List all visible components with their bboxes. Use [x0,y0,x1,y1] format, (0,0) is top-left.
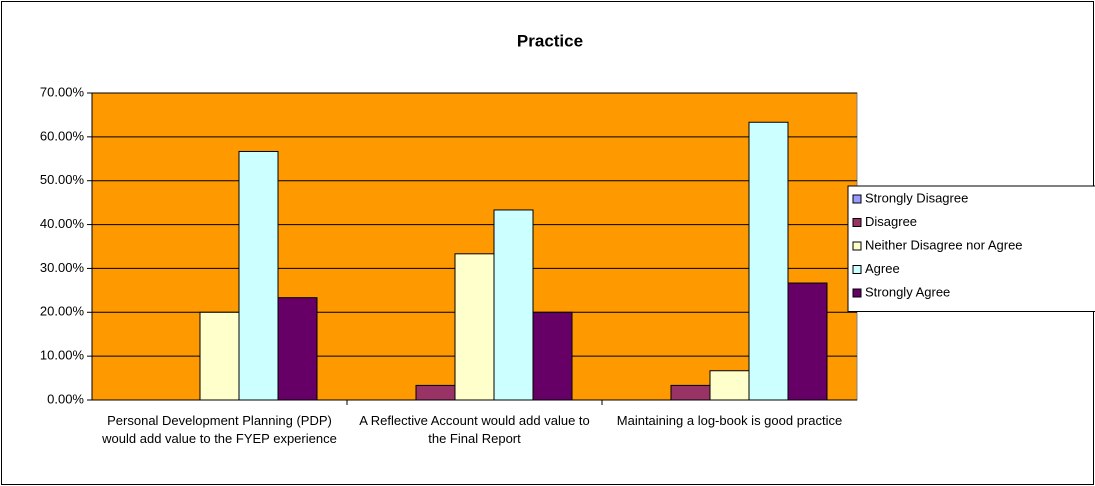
y-tick-label: 70.00% [40,84,85,99]
legend-label: Neither Disagree nor Agree [865,237,1023,252]
bar [670,384,711,401]
y-tick-label: 40.00% [40,216,85,231]
bar [748,121,789,401]
y-tick-label: 50.00% [40,172,85,187]
x-tick-label: A Reflective Account would add value to … [359,413,590,446]
legend-box [847,185,1095,312]
bar [709,370,750,401]
x-tick-label: Maintaining a log-book is good practice [616,413,843,428]
bar [415,384,456,401]
y-tick-label: 10.00% [40,348,85,363]
legend-swatch [852,218,862,227]
chart-title: Practice [517,31,583,50]
bar [532,311,573,401]
bar [277,297,318,401]
legend-swatch [852,194,862,204]
legend-label: Strongly Disagree [865,190,968,205]
y-tick-label: 30.00% [40,260,85,275]
bar [454,253,495,401]
x-tick-label: Personal Development Planning (PDP) woul… [102,413,337,446]
bar [787,282,828,401]
legend-label: Disagree [865,214,917,229]
legend-label: Strongly Agree [865,284,950,299]
bar [199,311,240,401]
legend-swatch [852,241,862,251]
legend-swatch [852,288,862,298]
y-tick-label: 60.00% [40,128,85,143]
y-tick-label: 0.00% [47,391,84,406]
y-tick-label: 20.00% [40,304,85,319]
bar [238,150,279,401]
legend-label: Agree [865,261,900,276]
bar [493,209,534,401]
legend-swatch [852,265,862,274]
